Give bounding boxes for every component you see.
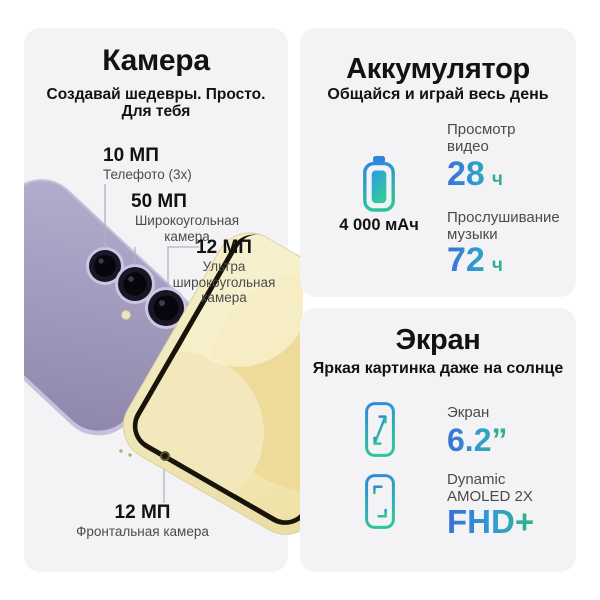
battery-capacity: 4 000 мАч bbox=[339, 216, 419, 234]
screen-size-label: Экран bbox=[447, 404, 490, 421]
screen-subtitle: Яркая картинка даже на солнце bbox=[312, 360, 564, 377]
stat-music-value: 72 ч bbox=[447, 242, 503, 284]
screen-size-icon bbox=[365, 402, 395, 457]
screen-tech-label: Dynamic AMOLED 2X bbox=[447, 471, 533, 505]
screen-resolution-value: FHD+ bbox=[447, 503, 535, 540]
bezel-less-display-icon bbox=[365, 474, 395, 529]
stat-music-unit: ч bbox=[491, 255, 503, 276]
battery-title: Аккумулятор bbox=[346, 53, 530, 85]
camera-card bbox=[24, 28, 288, 572]
stat-video-unit: ч bbox=[491, 169, 503, 190]
stat-video-label: Просмотр видео bbox=[447, 121, 516, 155]
battery-icon bbox=[363, 156, 395, 212]
screen-title: Экран bbox=[395, 324, 481, 356]
screen-card: Экран Яркая картинка даже на солнце Экра… bbox=[300, 308, 576, 572]
stat-music-label: Прослушивание музыки bbox=[447, 209, 560, 243]
screen-size-value: 6.2” bbox=[447, 422, 508, 458]
stat-video-value: 28 ч bbox=[447, 156, 503, 198]
battery-card: Аккумулятор Общайся и играй весь день 4 … bbox=[300, 28, 576, 297]
battery-subtitle: Общайся и играй весь день bbox=[327, 86, 549, 103]
